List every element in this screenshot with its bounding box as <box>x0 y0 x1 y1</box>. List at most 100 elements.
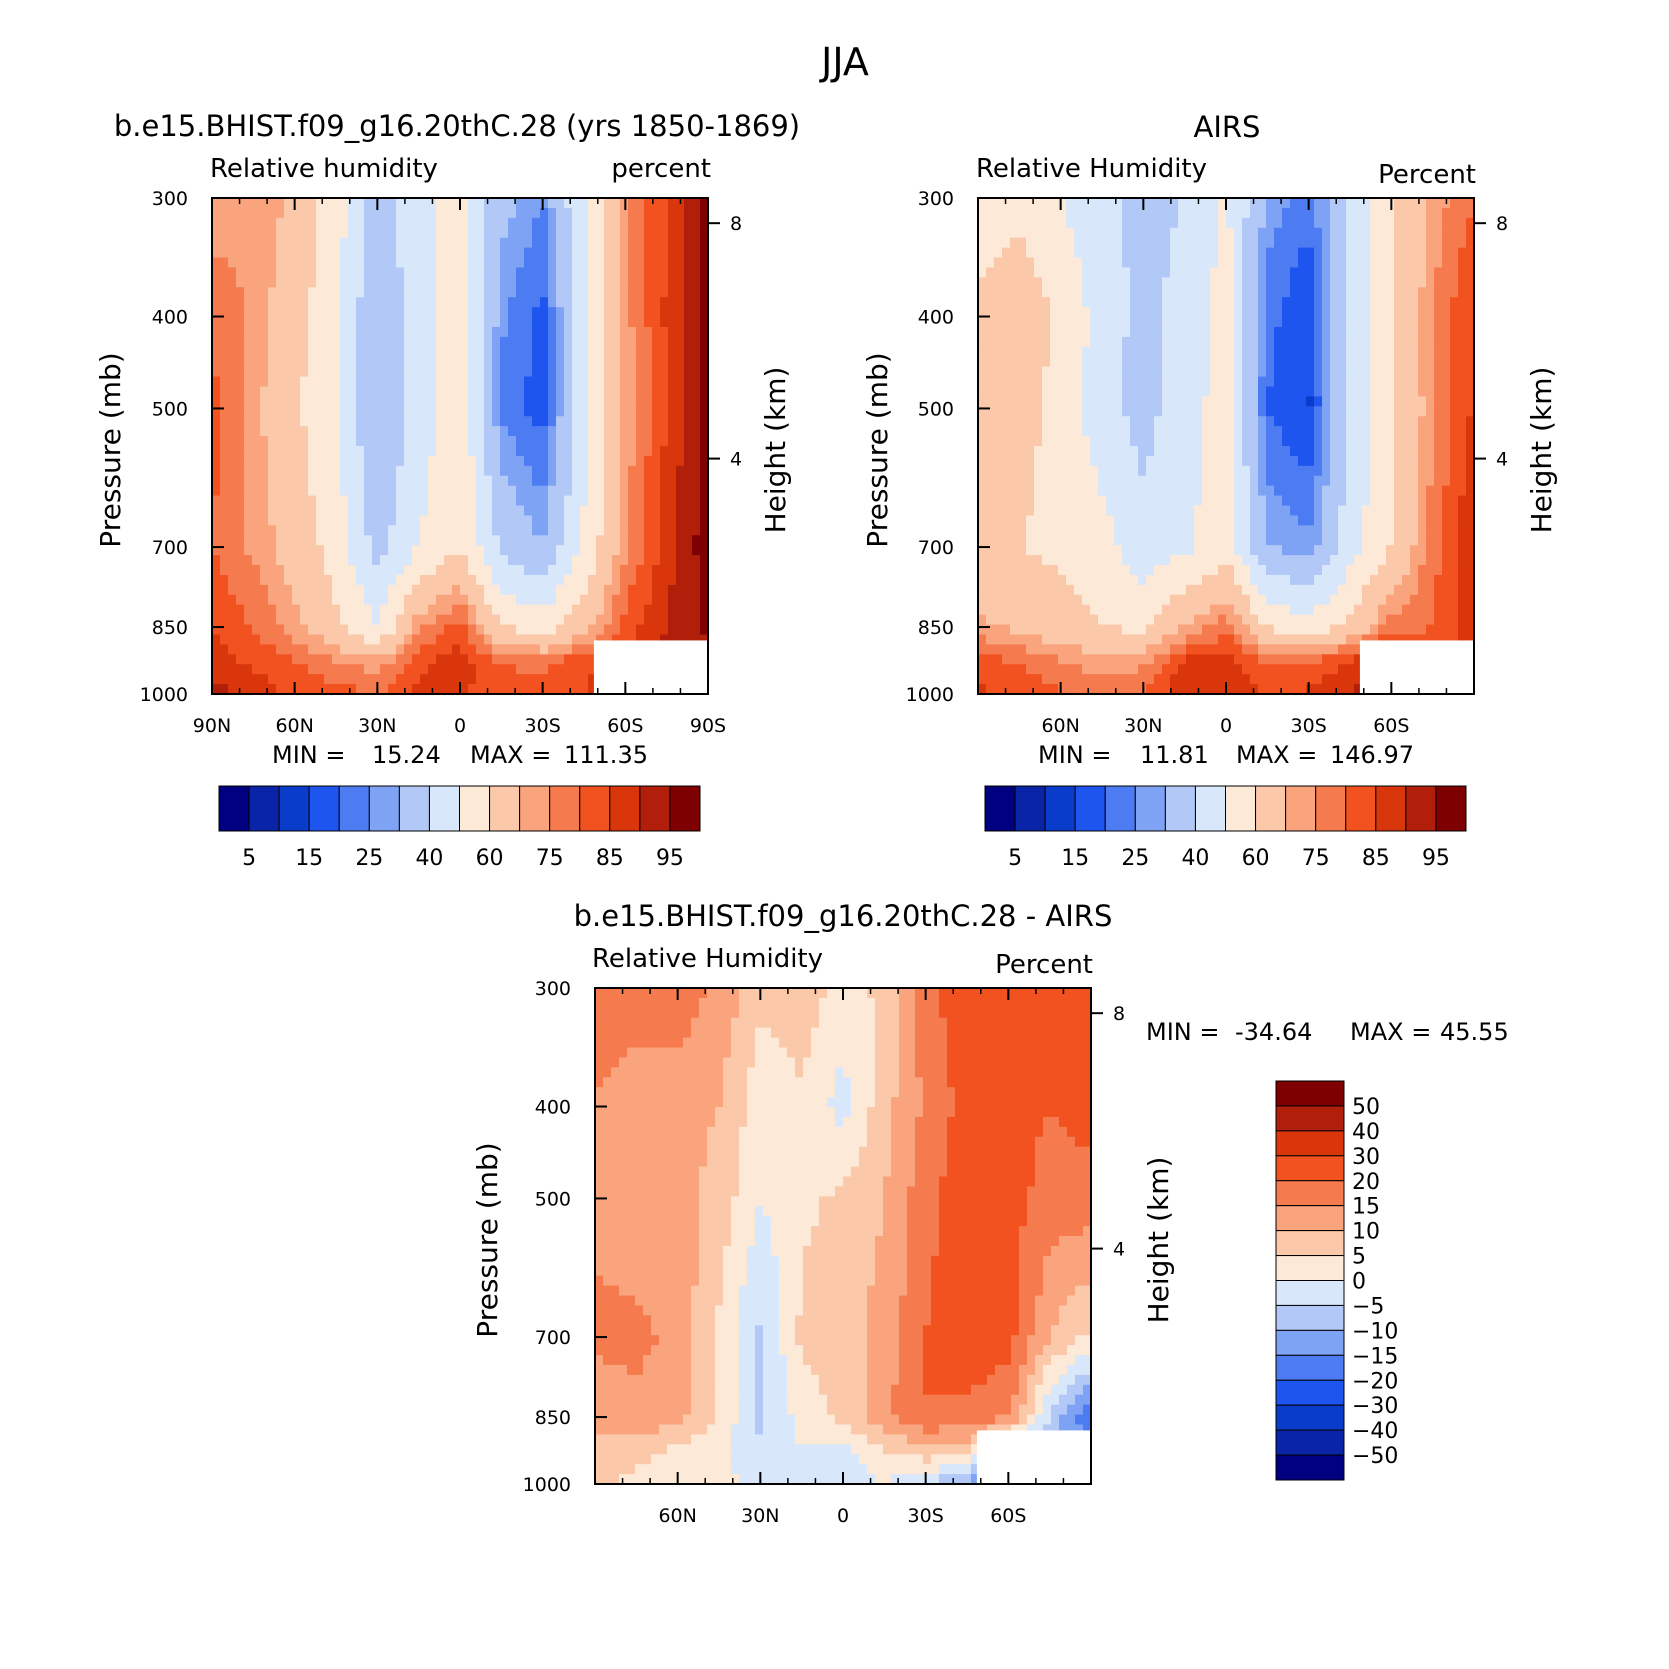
heat-cell <box>412 297 421 308</box>
heat-cell <box>332 525 341 536</box>
heat-cell <box>564 565 573 576</box>
heat-cell <box>978 267 987 278</box>
heat-cell <box>1242 356 1251 368</box>
heat-cell <box>212 555 221 566</box>
heat-cell <box>1298 356 1307 368</box>
heat-cell <box>396 446 405 457</box>
heat-cell <box>684 277 693 288</box>
heat-cell <box>1418 336 1427 348</box>
heat-cell <box>476 366 485 378</box>
heat-cell <box>308 495 317 507</box>
heat-cell <box>420 257 429 269</box>
heat-cell <box>628 545 637 556</box>
heat-cell <box>994 465 1003 477</box>
heat-cell <box>452 455 461 467</box>
heat-cell <box>396 297 405 308</box>
heat-cell <box>620 485 629 497</box>
heat-cell <box>300 257 309 269</box>
heat-cell <box>1210 376 1219 388</box>
heat-cell <box>684 545 693 556</box>
heat-cell <box>1386 356 1395 368</box>
heat-cell <box>396 495 405 507</box>
heat-cell <box>1274 267 1283 278</box>
heat-cell <box>660 376 669 388</box>
heat-cell <box>1074 317 1083 328</box>
heat-cell <box>244 406 253 417</box>
heat-cell <box>1130 436 1139 447</box>
heat-cell <box>1090 297 1099 308</box>
heat-cell <box>516 446 525 457</box>
heat-cell <box>1002 465 1011 477</box>
heat-cell <box>444 495 453 507</box>
heat-cell <box>1314 426 1323 437</box>
heat-cell <box>1170 376 1179 388</box>
heat-cell <box>644 326 653 338</box>
heat-cell <box>1090 217 1099 229</box>
heat-cell <box>986 198 995 209</box>
heat-cell <box>476 455 485 467</box>
heat-cell <box>1458 386 1467 397</box>
heat-cell <box>994 267 1003 278</box>
heat-cell <box>676 267 685 278</box>
heat-cell <box>532 366 541 378</box>
heat-cell <box>516 535 525 546</box>
heat-cell <box>1194 465 1203 477</box>
heat-cell <box>572 446 581 457</box>
heat-cell <box>348 565 357 576</box>
heat-cell <box>1154 366 1163 378</box>
heat-cell <box>1018 267 1027 278</box>
heat-cell <box>1058 465 1067 477</box>
heat-cell <box>508 535 517 546</box>
heat-cell <box>684 485 693 497</box>
heat-cell <box>500 594 509 606</box>
heat-cell <box>1026 465 1035 477</box>
heat-cell <box>516 515 525 526</box>
colorbar-swatch <box>368 785 400 832</box>
heat-cell <box>1210 356 1219 368</box>
heat-cell <box>356 376 365 388</box>
heat-cell <box>556 267 565 278</box>
heat-cell <box>1434 307 1443 318</box>
heat-cell <box>244 207 253 219</box>
heat-cell <box>660 317 669 328</box>
heat-cell <box>252 485 261 497</box>
heat-cell <box>676 287 685 298</box>
heat-cell <box>1458 416 1467 427</box>
heat-cell <box>228 386 237 397</box>
heat-cell <box>660 624 669 636</box>
heat-cell <box>1018 465 1027 477</box>
heat-cell <box>308 644 317 655</box>
heat-cell <box>580 356 589 368</box>
heat-cell <box>260 634 269 645</box>
heat-cell <box>564 346 573 358</box>
heat-cell <box>348 326 357 338</box>
heat-cell <box>308 336 317 348</box>
heat-cell <box>1202 317 1211 328</box>
heat-cell <box>684 386 693 397</box>
heat-cell <box>1314 376 1323 388</box>
heat-cell <box>276 446 285 457</box>
heat-cell <box>1250 287 1259 298</box>
heat-cell <box>700 565 709 576</box>
heat-cell <box>260 525 269 536</box>
heat-cell <box>652 525 661 536</box>
heat-cell <box>1346 376 1355 388</box>
heat-cell <box>468 326 477 338</box>
heat-cell <box>276 574 285 586</box>
heat-cell <box>1026 426 1035 437</box>
heat-cell <box>388 604 397 616</box>
heat-cell <box>316 495 325 507</box>
heat-cell <box>308 505 317 517</box>
heat-cell <box>212 624 221 636</box>
heat-cell <box>324 455 333 467</box>
heat-cell <box>228 565 237 576</box>
heat-cell <box>604 366 613 378</box>
heat-cell <box>364 336 373 348</box>
heat-cell <box>468 654 477 665</box>
heat-cell <box>468 465 477 477</box>
heat-cell <box>492 376 501 388</box>
heat-cell <box>1058 416 1067 427</box>
heat-cell <box>540 505 549 517</box>
heat-cell <box>292 565 301 576</box>
heat-cell <box>500 386 509 397</box>
